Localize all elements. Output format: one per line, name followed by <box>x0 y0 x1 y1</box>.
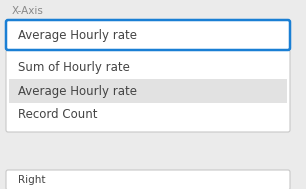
Text: Average Hourly rate: Average Hourly rate <box>18 29 137 42</box>
FancyBboxPatch shape <box>6 50 290 132</box>
FancyBboxPatch shape <box>6 170 290 189</box>
Text: Average Hourly rate: Average Hourly rate <box>18 84 137 98</box>
Text: Right: Right <box>18 175 46 185</box>
FancyBboxPatch shape <box>6 20 290 50</box>
Text: Sum of Hourly rate: Sum of Hourly rate <box>18 60 130 74</box>
Text: X-Axis: X-Axis <box>12 6 44 16</box>
Bar <box>9 79 287 103</box>
Text: Record Count: Record Count <box>18 108 98 122</box>
